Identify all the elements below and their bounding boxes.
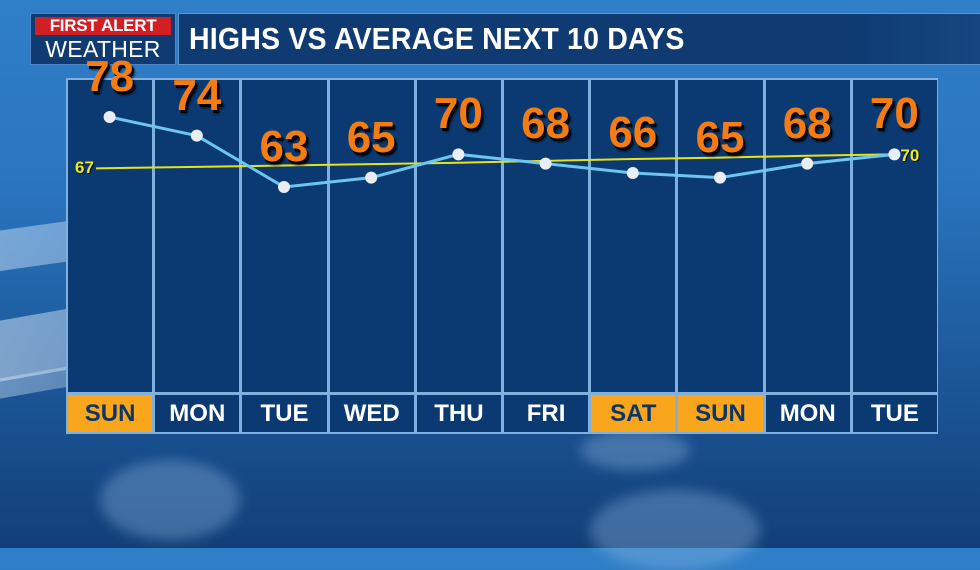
high-temp-label: 68 (521, 98, 571, 148)
high-temp-label: 70 (433, 89, 483, 139)
day-column (765, 80, 850, 392)
day-column (329, 80, 414, 392)
data-point-marker (365, 171, 378, 184)
day-label: SUN (678, 395, 763, 432)
title-bar: HIGHS VS AVERAGE NEXT 10 DAYS (178, 13, 980, 65)
day-label: THU (416, 395, 501, 432)
high-temp-label: 63 (259, 122, 309, 171)
logo-weather: WEATHER (45, 36, 161, 62)
data-point-marker (278, 181, 290, 193)
day-column (591, 80, 676, 392)
high-temp-label: 78 (85, 52, 135, 101)
background-cloud (100, 460, 240, 540)
background-cloud (590, 490, 760, 570)
day-column (416, 80, 501, 392)
high-temp-label: 74 (172, 70, 222, 120)
day-column (678, 80, 763, 392)
day-label: TUE (852, 395, 937, 432)
high-temp-label: 70 (869, 89, 919, 139)
day-label: WED (329, 395, 414, 432)
high-temp-label: 66 (608, 108, 658, 157)
high-temp-label: 65 (346, 112, 396, 162)
data-point-marker (801, 157, 814, 170)
data-point-marker (539, 157, 552, 170)
data-point-marker (626, 167, 639, 179)
day-label: SAT (591, 395, 676, 432)
data-point-marker (452, 148, 465, 161)
page-title: HIGHS VS AVERAGE NEXT 10 DAYS (189, 21, 685, 56)
data-point-marker (103, 111, 116, 123)
high-temp-label: 68 (782, 98, 832, 148)
first-alert-weather-logo: FIRST ALERT WEATHER (30, 13, 176, 65)
day-column (852, 80, 937, 392)
day-label: MON (155, 395, 240, 432)
day-label: SUN (68, 395, 153, 432)
day-column (504, 80, 589, 392)
line-plot (95, 111, 901, 193)
average-line (95, 153, 895, 170)
data-point-marker (888, 148, 901, 161)
data-point-marker (714, 171, 726, 184)
logo-first-alert: FIRST ALERT (35, 17, 171, 35)
average-end-label: 70 (900, 146, 920, 166)
day-label: MON (765, 395, 850, 432)
day-column (68, 80, 153, 392)
data-point-marker (190, 129, 203, 142)
background-cloud (580, 430, 690, 470)
chart-panel: SUN MON TUE WED THU FRI SAT SUN MON TUE 78 74 63 65 70… (66, 55, 938, 434)
day-column (242, 80, 327, 392)
highs-line (109, 115, 895, 189)
day-label: TUE (242, 395, 327, 432)
day-label: FRI (504, 395, 589, 432)
high-temp-label: 65 (695, 112, 745, 162)
average-start-label: 67 (75, 158, 94, 178)
